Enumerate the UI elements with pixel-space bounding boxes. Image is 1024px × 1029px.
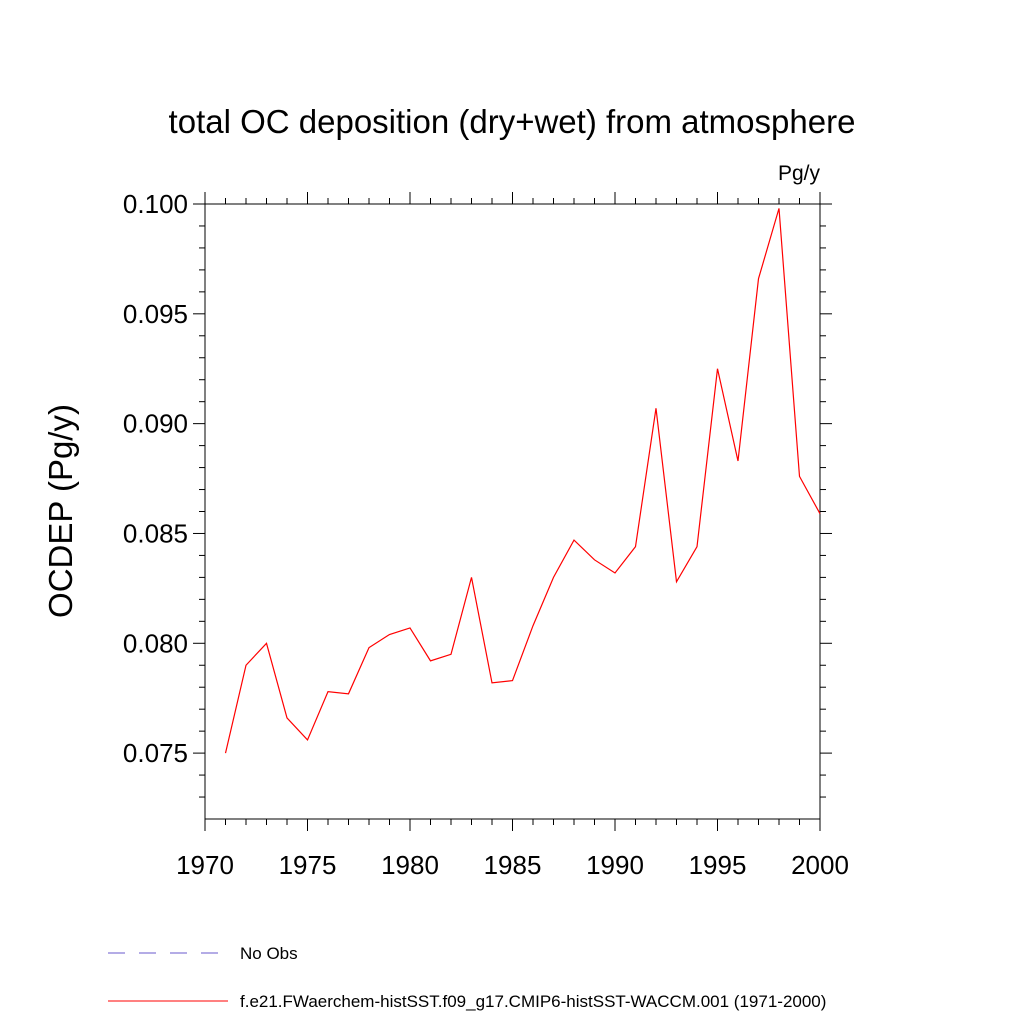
units-label: Pg/y (778, 162, 821, 185)
y-axis-label: OCDEP (Pg/y) (42, 404, 79, 618)
axis-ticks (193, 192, 832, 831)
x-tick-label: 1990 (586, 850, 644, 880)
y-tick-label: 0.075 (123, 738, 188, 768)
x-tick-label: 1980 (381, 850, 439, 880)
legend-label: f.e21.FWaerchem-histSST.f09_g17.CMIP6-hi… (240, 992, 826, 1011)
y-tick-label: 0.080 (123, 628, 188, 658)
x-tick-label: 1985 (484, 850, 542, 880)
plot-frame (204, 203, 821, 820)
legend-label: No Obs (240, 944, 298, 963)
chart-title: total OC deposition (dry+wet) from atmos… (169, 103, 856, 140)
series-layer (224, 208, 821, 754)
tick-labels: 1970 1975 1980 1985 1990 1995 2000 0.075 0.080 0.… (123, 189, 849, 880)
series-line (224, 208, 821, 754)
x-tick-label: 2000 (791, 850, 849, 880)
x-tick-label: 1970 (176, 850, 234, 880)
y-tick-label: 0.085 (123, 518, 188, 548)
y-tick-label: 0.090 (123, 409, 188, 439)
y-tick-label: 0.095 (123, 299, 188, 329)
x-tick-label: 1995 (689, 850, 747, 880)
y-tick-label: 0.100 (123, 189, 188, 219)
legend: No Obs f.e21.FWaerchem-histSST.f09_g17.CM… (108, 944, 826, 1011)
x-tick-label: 1975 (279, 850, 337, 880)
